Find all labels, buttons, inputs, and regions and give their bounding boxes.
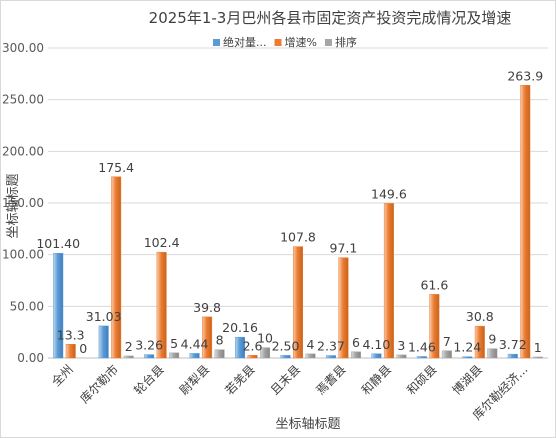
data-label: 3.26 bbox=[135, 338, 163, 353]
bar-rank bbox=[123, 355, 134, 359]
bar-absolute bbox=[507, 353, 518, 359]
x-tick-label: 焉耆县 bbox=[313, 362, 348, 397]
y-tick-label: 250.00 bbox=[2, 93, 44, 107]
bar-rank bbox=[169, 352, 180, 359]
data-label: 39.8 bbox=[193, 300, 221, 315]
bar-absolute bbox=[462, 356, 473, 359]
x-tick-label: 尉犁县 bbox=[176, 362, 212, 398]
legend-label: 绝对量... bbox=[223, 35, 267, 49]
data-label: 1.24 bbox=[453, 340, 481, 355]
bar-rank bbox=[532, 356, 543, 359]
data-label: 30.8 bbox=[466, 309, 494, 324]
y-tick-label: 0.00 bbox=[17, 351, 44, 365]
bar-absolute bbox=[280, 355, 291, 359]
bar-growth bbox=[474, 325, 485, 359]
bar-growth bbox=[65, 344, 76, 359]
bar-growth bbox=[429, 294, 440, 359]
legend-swatch bbox=[274, 39, 282, 46]
data-label: 2.50 bbox=[272, 338, 300, 353]
bar-rank bbox=[396, 354, 407, 359]
y-tick-label: 150.00 bbox=[2, 196, 44, 210]
bar-absolute bbox=[235, 336, 246, 359]
bar-absolute bbox=[325, 355, 336, 359]
data-label: 1 bbox=[534, 340, 542, 355]
data-label: 263.9 bbox=[507, 68, 543, 83]
data-label: 1.46 bbox=[408, 339, 436, 354]
x-tick-label: 轮台县 bbox=[131, 362, 167, 398]
data-label: 7 bbox=[443, 334, 451, 349]
bar-growth bbox=[202, 316, 213, 359]
data-label: 2.37 bbox=[317, 339, 345, 354]
data-label: 5 bbox=[170, 336, 178, 351]
data-label: 9 bbox=[488, 332, 496, 347]
x-tick-label: 若羌县 bbox=[222, 362, 257, 397]
data-label: 31.03 bbox=[86, 309, 122, 324]
data-label: 10 bbox=[257, 331, 273, 346]
bar-growth bbox=[247, 355, 258, 359]
y-tick-label: 300.00 bbox=[2, 41, 44, 55]
bar-absolute bbox=[98, 325, 109, 359]
x-axis-ticks: 全州 库尔勒市 轮台县 尉犁县 若羌县 且末县 焉耆县 和静县 和硕县 博湖县库尔勒经济... bbox=[48, 362, 530, 423]
bar-rank bbox=[260, 347, 271, 359]
x-tick-label: 和硕县 bbox=[404, 362, 439, 397]
legend-label: 增速% bbox=[285, 35, 317, 49]
bar-growth bbox=[293, 246, 303, 359]
x-tick-label: 全州 bbox=[48, 362, 76, 390]
bar-rank bbox=[305, 353, 316, 359]
data-label: 61.6 bbox=[420, 277, 448, 292]
bar-rank bbox=[441, 350, 452, 359]
y-axis-ticks: 0.00 50.00 100.00 150.00 200.00 250.00 300.00 bbox=[2, 41, 44, 365]
bar-growth bbox=[383, 203, 394, 359]
bar-absolute bbox=[416, 356, 427, 359]
bar-rank bbox=[350, 351, 361, 359]
data-label: 0 bbox=[79, 341, 87, 356]
bar-absolute bbox=[371, 353, 382, 359]
chart-title: 2025年1-3月巴州各县市固定资产投资完成情况及增速 bbox=[149, 9, 512, 27]
y-tick-label: 50.00 bbox=[10, 299, 44, 313]
data-label: 175.4 bbox=[98, 160, 134, 175]
bar-absolute bbox=[189, 353, 200, 359]
bar-growth bbox=[156, 251, 167, 359]
legend-label: 排序 bbox=[335, 35, 357, 49]
data-label: 3 bbox=[397, 338, 405, 353]
bar-rank bbox=[487, 348, 498, 359]
x-tick-label: 和静县 bbox=[359, 362, 394, 397]
data-label: 4 bbox=[307, 337, 315, 352]
bar-absolute bbox=[53, 252, 64, 359]
data-label: 6 bbox=[352, 335, 360, 350]
y-tick-label: 200.00 bbox=[2, 144, 44, 158]
y-tick-label: 100.00 bbox=[2, 248, 44, 262]
bars bbox=[53, 85, 543, 359]
data-label: 13.3 bbox=[57, 327, 85, 342]
legend: 绝对量... 增速% 排序 bbox=[213, 35, 357, 49]
bar-growth bbox=[338, 257, 349, 359]
data-label: 4.10 bbox=[362, 337, 390, 352]
data-label: 2 bbox=[125, 339, 133, 354]
data-label: 101.40 bbox=[36, 236, 80, 251]
x-tick-label: 且末县 bbox=[268, 362, 303, 397]
bar-absolute bbox=[144, 354, 155, 359]
data-label: 102.4 bbox=[144, 235, 180, 250]
data-labels: 101.40 13.30 31.03 175.4 2 3.26 102.4 5 4.44 39.8… bbox=[36, 68, 543, 356]
x-axis-title: 坐标轴标题 bbox=[275, 417, 340, 432]
data-label: 97.1 bbox=[330, 241, 358, 256]
y-axis-title: 坐标轴标题 bbox=[6, 173, 21, 238]
bar-rank bbox=[214, 349, 225, 359]
data-label: 20.16 bbox=[222, 320, 258, 335]
bar-growth bbox=[520, 85, 531, 359]
data-label: 8 bbox=[216, 333, 224, 348]
data-label: 2.6 bbox=[243, 338, 263, 353]
data-label: 149.6 bbox=[371, 186, 407, 201]
legend-swatch bbox=[213, 39, 220, 46]
x-tick-label: 库尔勒市 bbox=[77, 362, 122, 407]
data-label: 107.8 bbox=[280, 230, 316, 245]
x-tick-label: 博湖县 bbox=[449, 362, 485, 398]
legend-swatch bbox=[324, 39, 332, 46]
data-label: 4.44 bbox=[181, 336, 209, 351]
bar-growth bbox=[111, 176, 122, 359]
data-label: 3.72 bbox=[499, 337, 527, 352]
